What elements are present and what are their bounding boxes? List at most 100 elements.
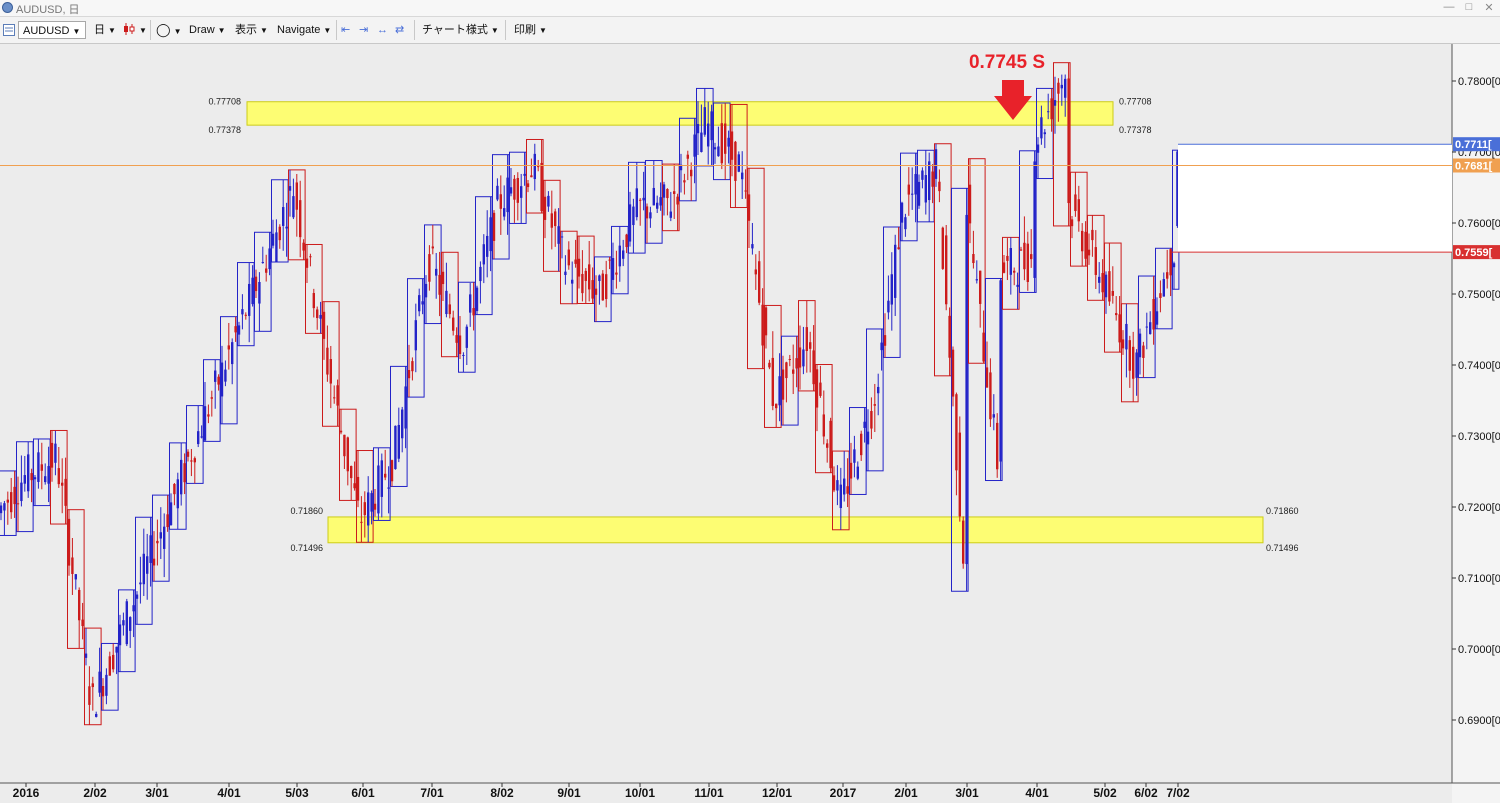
candle-body [730, 131, 734, 160]
candle-body [244, 314, 247, 316]
candle-body [353, 483, 356, 489]
candle-body [622, 250, 625, 259]
candle-body [363, 502, 366, 516]
current-price-tag [1453, 137, 1500, 152]
candle-body [1026, 243, 1029, 282]
candle-body [237, 325, 241, 335]
circle-tool-icon[interactable]: ◯ ▼ [156, 22, 182, 37]
candle-body [424, 283, 428, 298]
view-menu[interactable]: 表示 ▼ [235, 21, 268, 39]
timeframe-select[interactable]: 日 ▼ [94, 21, 116, 39]
candle-body [815, 369, 819, 408]
close-icon[interactable]: ✕ [1484, 2, 1494, 14]
candle-body [1060, 84, 1063, 89]
minimize-icon[interactable]: — [1443, 1, 1455, 13]
candle-body [275, 232, 278, 262]
print-menu[interactable]: 印刷 ▼ [514, 21, 547, 39]
candle-body [1070, 219, 1074, 227]
candle-body [1016, 284, 1019, 287]
candle-body [584, 270, 587, 281]
candle-body [696, 123, 700, 134]
candle-body [67, 518, 71, 566]
candle-chart-icon[interactable]: ▼ [122, 21, 147, 39]
candle-body [20, 482, 23, 502]
x-tick-label: 7/02 [1166, 786, 1190, 800]
candle-body [945, 235, 948, 305]
candle-body [458, 335, 462, 355]
chart-list-icon[interactable] [3, 21, 15, 39]
candle-body [734, 141, 737, 181]
candle-body [516, 177, 519, 203]
candle-body [662, 184, 666, 198]
candle-body [482, 244, 485, 265]
candle-body [540, 162, 543, 212]
chevron-down-icon: ▼ [108, 26, 116, 35]
x-tick-label: 4/01 [217, 786, 241, 800]
candle-body [1104, 274, 1108, 298]
navigate-label: Navigate [277, 24, 321, 36]
candle-body [1013, 270, 1016, 273]
symbol-select[interactable]: AUDUSD ▼ [18, 21, 86, 39]
candle-body [118, 624, 122, 646]
candle-body [448, 304, 451, 315]
candle-body [377, 465, 380, 514]
chevron-down-icon: ▼ [260, 26, 268, 35]
candle-body [1030, 254, 1033, 260]
candle-body [870, 411, 873, 429]
candle-body [900, 202, 904, 223]
candle-body [404, 386, 407, 429]
scroll-right-icon[interactable]: ⇥ [359, 24, 369, 36]
chart-style-menu[interactable]: チャート様式 ▼ [422, 21, 499, 39]
weekly-range-box [152, 494, 170, 582]
candle-body [397, 424, 400, 459]
candle-body [557, 226, 560, 244]
candle-body [384, 473, 387, 478]
zone-upper-label-left: 0.71860 [290, 506, 323, 516]
candle-body [853, 449, 856, 463]
candle-body [57, 468, 60, 485]
x-tick-label: 2016 [13, 786, 40, 800]
candle-body [832, 475, 836, 491]
candle-body [968, 184, 972, 224]
zoom-in-icon[interactable]: ↔ [377, 24, 388, 36]
candle-body [934, 149, 938, 179]
candle-body [676, 196, 679, 205]
navigate-menu[interactable]: Navigate ▼ [277, 21, 331, 39]
y-tick-label: 0.7100[0 [1458, 573, 1500, 585]
candle-body [1132, 346, 1135, 379]
zoom-out-icon[interactable]: ⇄ [395, 24, 405, 36]
candle-body [271, 233, 275, 246]
candle-body [1155, 311, 1159, 325]
candle-body [727, 137, 730, 147]
candle-body [1074, 194, 1077, 212]
candle-body [115, 646, 118, 653]
candle-body [724, 123, 727, 154]
candle-body [717, 146, 720, 157]
maximize-icon[interactable]: □ [1465, 1, 1473, 13]
x-tick-label: 3/01 [955, 786, 979, 800]
candle-body [299, 200, 302, 238]
candle-body [547, 195, 550, 207]
weekly-range-box [1019, 150, 1037, 293]
candle-body [37, 452, 40, 482]
candle-body [669, 211, 672, 218]
candle-body [836, 480, 839, 491]
chevron-down-icon: ▼ [323, 26, 332, 35]
candle-body [1142, 345, 1145, 358]
candle-body [594, 288, 598, 295]
candle-body [1162, 279, 1165, 297]
candle-body [139, 582, 142, 585]
y-tick-label: 0.7600[0 [1458, 218, 1500, 230]
candle-body [642, 197, 645, 201]
y-tick-label: 0.7000[0 [1458, 644, 1500, 656]
candle-body [788, 359, 791, 361]
chevron-down-icon: ▼ [139, 26, 147, 35]
candle-body [941, 227, 944, 269]
candle-body [414, 320, 417, 351]
weekly-range-box [730, 103, 748, 209]
draw-menu[interactable]: Draw ▼ [189, 21, 226, 39]
price-chart[interactable]: 0.77708 0.77378 0.77708 0.77378 0.71860 0.714… [0, 44, 1500, 803]
candle-body [785, 362, 788, 379]
candle-body [574, 259, 577, 264]
scroll-left-icon[interactable]: ⇤ [341, 24, 351, 36]
